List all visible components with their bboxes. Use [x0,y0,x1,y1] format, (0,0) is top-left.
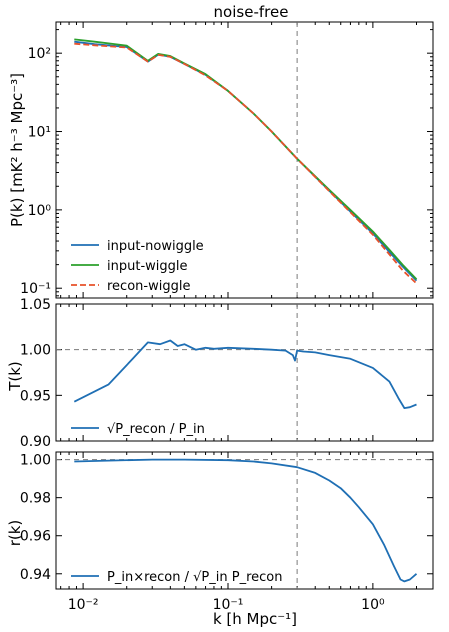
ylabel-tk: T(k) [6,361,24,392]
x-tick-label: 10⁻¹ [213,597,244,613]
plot-frame [55,303,434,442]
ylabel-pk: P(k) [mK² h⁻³ Mpc⁻³] [8,73,26,227]
plot-frame [55,21,434,299]
y-tick-label: 0.90 [20,434,51,450]
legend-entry: input-nowiggle [107,239,204,254]
power-spectrum-panel: 10⁻¹ 10⁰ 10¹ 10² input-nowiggle input-wiggle r… [20,21,434,299]
correlation-panel: 0.94 0.96 0.98 1.00 10⁻² 10⁻¹ 10⁰ P_in×recon / … [20,451,434,613]
y-tick-label: 10⁻¹ [20,281,51,297]
legend-entry: recon-wiggle [107,279,190,294]
y-tick-label: 1.05 [20,297,51,313]
y-tick-label: 1.00 [20,343,51,359]
y-tick-label: 10² [28,46,51,62]
transfer-function-panel: 0.90 0.95 1.00 1.05 √P_recon / P_in [20,297,434,450]
x-tick-label: 10⁻² [68,597,99,613]
series-line-1 [74,458,418,583]
ylabel-rk: r(k) [6,520,24,547]
series-line-1 [73,339,417,410]
plot-frame [55,451,434,590]
y-tick-label: 1.00 [20,453,51,469]
y-tick-label: 0.96 [20,529,51,545]
series-line-3 [74,42,418,285]
y-tick-label: 10⁰ [28,203,52,219]
y-tick-label: 0.94 [20,567,51,583]
y-tick-label: 0.98 [20,491,51,507]
chart-title: noise-free [214,3,289,21]
legend-entry: P_in×recon / √P_in P_recon [107,570,282,585]
legend-entry: √P_recon / P_in [107,422,205,437]
y-tick-label: 10¹ [28,125,51,141]
xlabel: k [h Mpc⁻¹] [213,610,297,628]
legend-entry: input-wiggle [107,259,188,274]
y-tick-label: 0.95 [20,388,51,404]
x-tick-label: 10⁰ [361,597,385,613]
